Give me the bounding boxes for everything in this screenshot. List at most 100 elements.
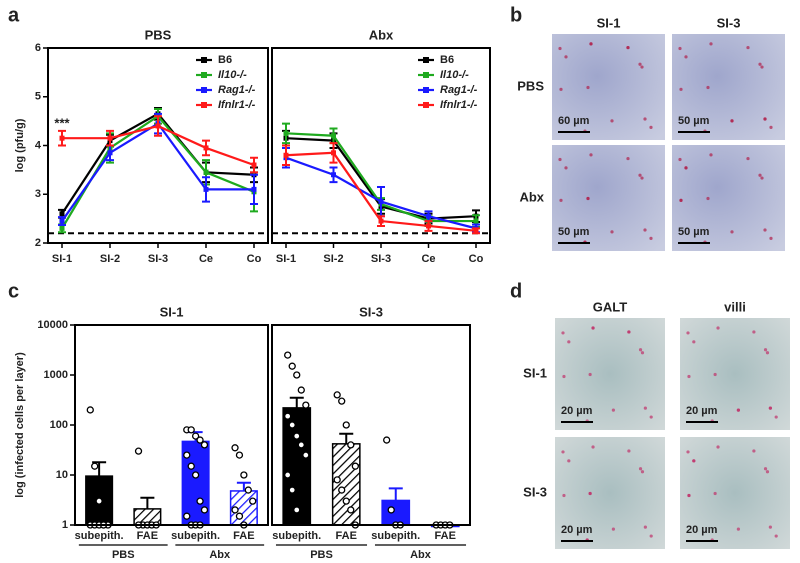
- error-bar: [140, 496, 155, 509]
- data-point: [297, 441, 305, 449]
- stain: [730, 119, 734, 123]
- data-point: [235, 451, 244, 459]
- stain: [589, 42, 593, 46]
- stain: [774, 415, 778, 419]
- stain: [763, 348, 768, 352]
- scale-label: 20 µm: [561, 524, 593, 536]
- stain: [640, 351, 645, 355]
- stain: [763, 467, 768, 471]
- y-tick-label: 2: [35, 237, 41, 249]
- data-point: [338, 486, 346, 494]
- legend-label: Rag1-/-: [218, 84, 256, 96]
- stain: [649, 125, 653, 129]
- legend-label: B6: [218, 54, 232, 66]
- stain: [746, 45, 750, 50]
- point: [203, 169, 209, 175]
- stain: [611, 527, 615, 531]
- legend-label: Ifnlr1-/-: [218, 99, 256, 111]
- x-tick-label: SI-2: [100, 253, 120, 265]
- point: [251, 186, 257, 192]
- data-point: [302, 451, 310, 459]
- stain: [706, 196, 710, 201]
- stain: [627, 449, 631, 453]
- x-tick-label: FAE: [435, 530, 456, 542]
- panel-label: d: [510, 280, 522, 302]
- group-label: Abx: [410, 549, 432, 561]
- stain: [638, 173, 642, 177]
- data-point: [191, 471, 200, 479]
- x-tick-label: Co: [469, 253, 484, 265]
- stain: [649, 415, 653, 419]
- stain: [713, 491, 717, 496]
- data-point: [200, 441, 209, 449]
- point: [473, 218, 479, 224]
- stain: [679, 87, 683, 91]
- point: [155, 123, 161, 129]
- stain: [736, 408, 740, 412]
- point: [331, 133, 336, 139]
- data-point: [231, 506, 239, 514]
- stain: [765, 470, 770, 474]
- scale-label: 20 µm: [686, 405, 718, 417]
- data-point: [351, 462, 359, 470]
- stain: [559, 198, 563, 202]
- x-tick-label: Ce: [199, 253, 213, 265]
- point: [107, 150, 113, 156]
- data-point: [244, 486, 252, 494]
- row-label: SI-3: [523, 484, 547, 499]
- data-point: [288, 362, 296, 370]
- stain: [626, 156, 630, 161]
- error-bar: [236, 481, 251, 491]
- stain: [760, 176, 764, 180]
- legend-marker: [423, 102, 429, 108]
- stain: [589, 153, 593, 157]
- data-point: [240, 471, 248, 479]
- data-point: [383, 436, 391, 444]
- y-tick-label: 100: [50, 419, 68, 431]
- stain: [716, 326, 720, 330]
- y-axis-label: log (infected cells per layer): [14, 352, 26, 498]
- point: [378, 199, 384, 205]
- stain: [562, 374, 566, 379]
- scale-label: 50 µm: [558, 226, 590, 238]
- row-label: Abx: [519, 189, 544, 204]
- stain: [684, 55, 688, 59]
- data-point: [293, 432, 301, 440]
- micrograph: [552, 34, 665, 140]
- stain: [686, 331, 690, 335]
- error-bar: [289, 396, 304, 408]
- stain: [643, 525, 647, 529]
- data-point: [284, 412, 292, 420]
- panel-label: a: [8, 4, 20, 26]
- point: [283, 152, 289, 158]
- stain: [564, 55, 568, 59]
- y-tick-label: 1: [62, 519, 68, 531]
- micrograph: [672, 145, 785, 251]
- stain: [562, 493, 566, 498]
- x-tick-label: Ce: [421, 253, 435, 265]
- plot-frame: [271, 324, 471, 526]
- stain: [706, 85, 710, 90]
- stain: [561, 331, 565, 335]
- data-point: [134, 447, 143, 455]
- scale-label: 60 µm: [558, 115, 590, 127]
- data-point: [91, 462, 99, 470]
- stain: [640, 65, 644, 69]
- point: [59, 225, 65, 231]
- stain: [649, 534, 653, 538]
- point: [331, 172, 336, 178]
- y-tick-label: 4: [35, 139, 42, 151]
- data-point: [333, 476, 341, 484]
- y-tick-label: 3: [35, 188, 41, 200]
- row-label: SI-1: [523, 365, 547, 380]
- data-point: [342, 421, 350, 429]
- stain: [679, 198, 683, 202]
- stain: [588, 372, 592, 377]
- x-tick-label: subepith.: [272, 530, 321, 542]
- error-bar: [388, 487, 403, 501]
- bar: [331, 443, 361, 526]
- group-label: PBS: [112, 549, 135, 561]
- data-point: [235, 512, 244, 520]
- row-label: PBS: [517, 78, 544, 93]
- bar: [282, 407, 312, 526]
